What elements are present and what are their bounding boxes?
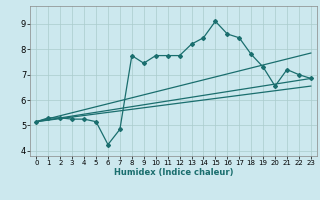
- X-axis label: Humidex (Indice chaleur): Humidex (Indice chaleur): [114, 168, 233, 177]
